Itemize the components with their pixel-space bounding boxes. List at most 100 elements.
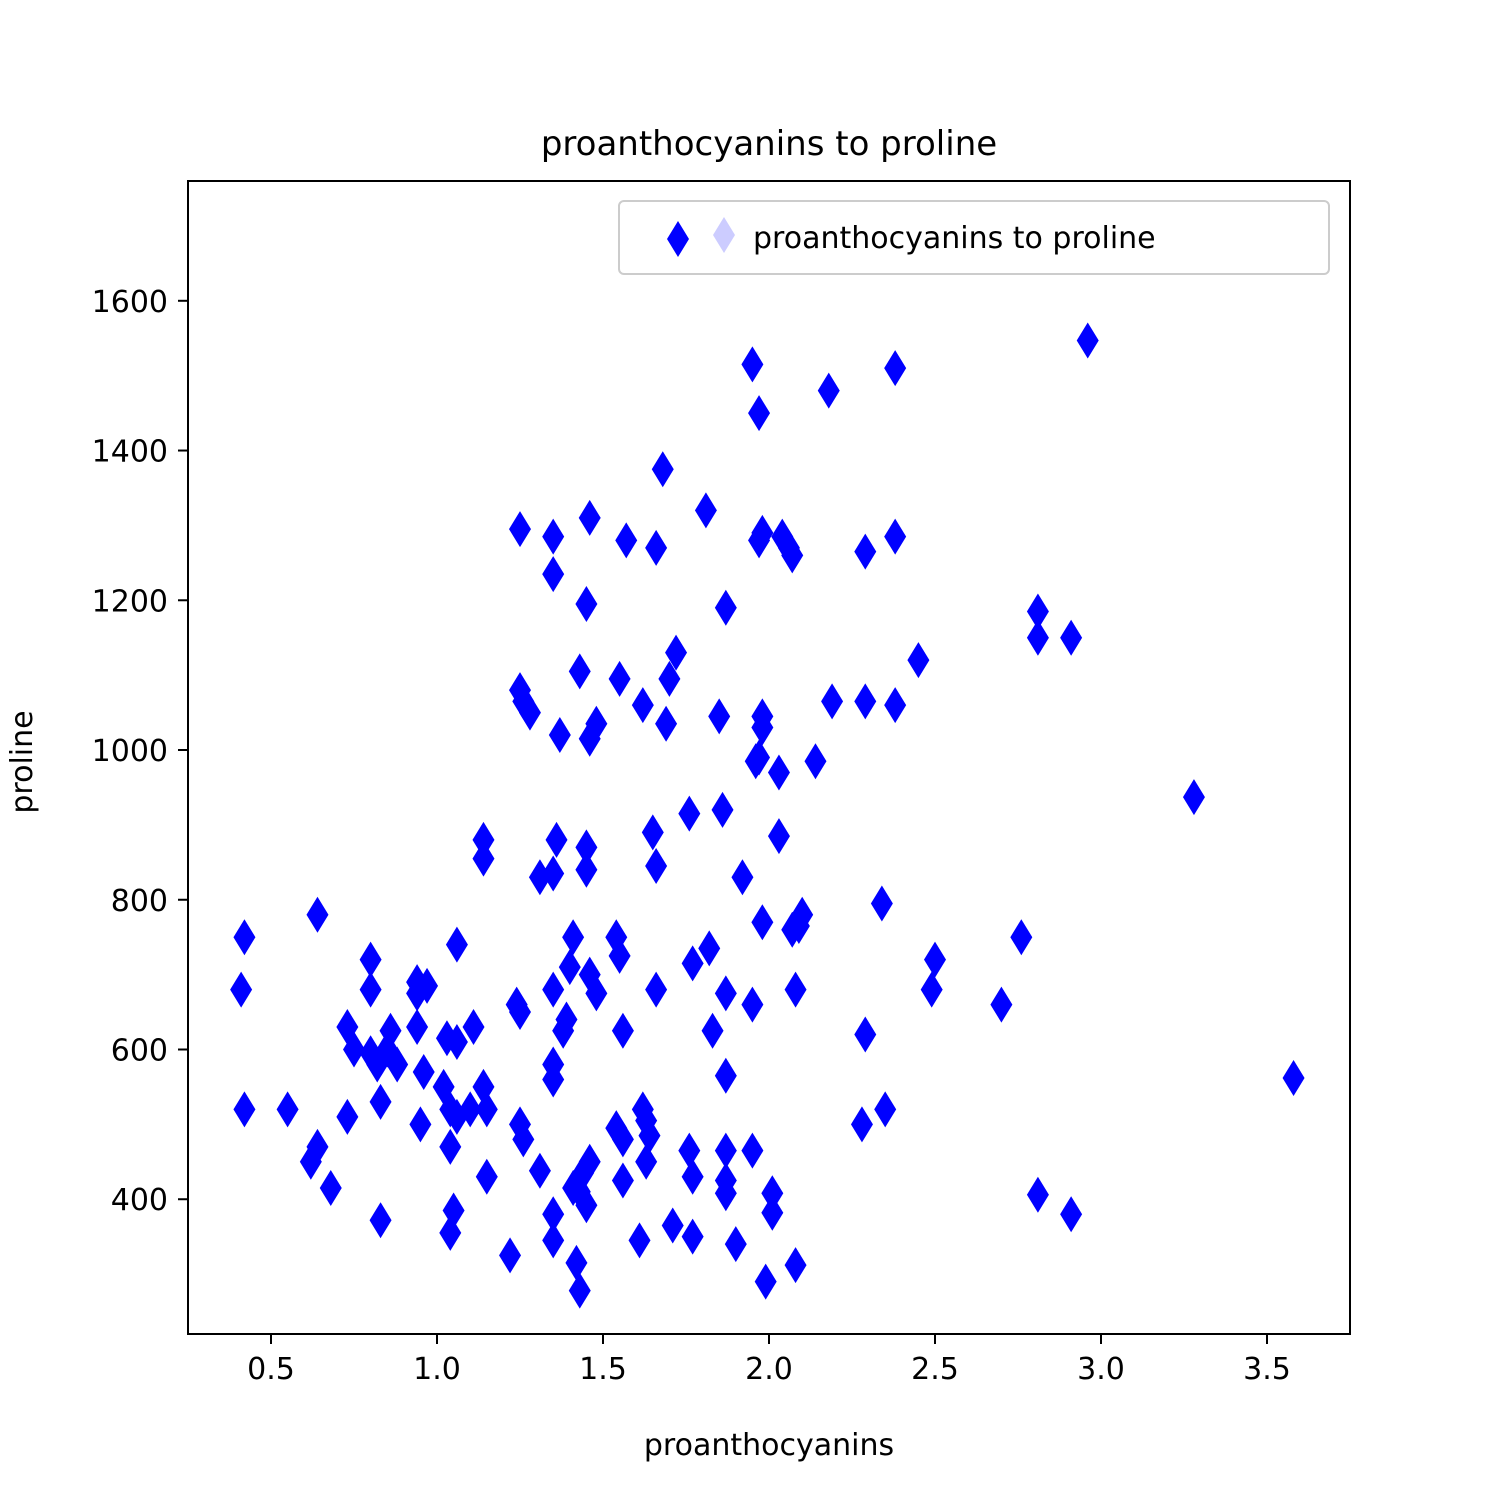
data-point: [542, 1222, 565, 1259]
data-point: [306, 896, 329, 933]
data-point: [230, 971, 253, 1008]
data-point: [1026, 619, 1049, 656]
data-point: [611, 1162, 634, 1199]
legend: proanthocyanins to proline: [618, 200, 1330, 275]
data-point: [608, 937, 631, 974]
data-point: [694, 492, 717, 529]
data-point: [661, 1207, 684, 1244]
data-point: [784, 1247, 807, 1284]
data-point: [575, 851, 598, 888]
data-point: [459, 1091, 482, 1128]
data-point: [665, 634, 688, 671]
data-point: [907, 642, 930, 679]
data-point: [681, 945, 704, 982]
data-point: [767, 818, 790, 855]
data-point: [990, 986, 1013, 1023]
data-point: [615, 522, 638, 559]
data-point: [555, 1001, 578, 1038]
data-point: [548, 717, 571, 754]
y-tick-label: 1000: [92, 734, 168, 769]
data-point: [509, 994, 531, 1031]
x-tick-label: 0.5: [247, 1352, 295, 1387]
data-point: [1026, 1176, 1049, 1213]
data-point: [409, 1106, 432, 1143]
chart-title: proanthocyanins to proline: [541, 124, 997, 164]
data-point: [445, 1024, 468, 1061]
data-point: [741, 346, 764, 383]
data-point: [1010, 919, 1033, 956]
data-point: [678, 1132, 701, 1169]
data-point: [741, 1132, 764, 1169]
data-point: [817, 372, 840, 409]
data-point: [585, 975, 608, 1012]
data-point: [761, 1194, 784, 1231]
data-point: [635, 1143, 658, 1180]
data-point: [741, 986, 764, 1023]
data-point: [343, 1031, 365, 1068]
data-point: [445, 926, 468, 963]
data-point: [874, 1091, 897, 1128]
data-point: [416, 967, 439, 1004]
data-point: [678, 795, 701, 832]
data-point: [472, 821, 495, 858]
data-point: [542, 971, 565, 1008]
data-point: [509, 511, 531, 548]
data-point: [924, 941, 946, 978]
data-point: [711, 791, 734, 828]
data-point: [781, 537, 804, 574]
data-point: [542, 518, 565, 555]
data-point: [319, 1170, 342, 1207]
data-point: [767, 754, 790, 791]
data-point: [884, 350, 907, 387]
data-point: [359, 971, 382, 1008]
y-axis-label: proline: [5, 710, 40, 813]
data-point: [748, 739, 771, 776]
legend-label: proanthocyanins to proline: [753, 221, 1156, 256]
data-point: [854, 683, 877, 720]
data-point: [655, 705, 678, 742]
legend-marker: [667, 221, 689, 257]
data-point: [475, 1091, 498, 1128]
data-point: [821, 683, 844, 720]
x-tick-label: 3.0: [1077, 1352, 1125, 1387]
data-point: [870, 885, 893, 922]
y-tick-label: 1400: [92, 435, 168, 470]
data-point: [724, 1226, 747, 1263]
data-point: [748, 395, 771, 432]
data-point: [336, 1098, 359, 1135]
data-point: [233, 1091, 256, 1128]
data-point: [714, 1057, 737, 1094]
data-point: [542, 855, 565, 892]
data-point: [791, 896, 814, 933]
data-point: [518, 694, 541, 731]
data-point: [578, 499, 601, 536]
data-point: [545, 821, 568, 858]
data-point: [714, 1132, 737, 1169]
y-tick-label: 600: [111, 1033, 168, 1068]
data-point: [512, 1121, 535, 1158]
data-point: [645, 848, 668, 885]
data-point: [369, 1083, 392, 1120]
data-point: [651, 451, 674, 488]
y-tick-label: 1200: [92, 584, 168, 619]
data-point: [751, 709, 774, 746]
data-point: [542, 1061, 565, 1098]
data-point: [379, 1012, 402, 1049]
data-point: [645, 529, 668, 566]
data-point: [562, 919, 585, 956]
data-point: [714, 975, 737, 1012]
data-point: [850, 1106, 873, 1143]
data-point: [731, 859, 754, 896]
data-point: [681, 1218, 704, 1255]
data-point: [306, 1128, 329, 1165]
x-tick-label: 3.5: [1243, 1352, 1291, 1387]
data-point: [754, 1263, 777, 1300]
data-point: [568, 653, 591, 690]
plot-area-frame: [187, 180, 1351, 1335]
data-point: [528, 1152, 551, 1189]
data-point: [578, 1143, 601, 1180]
axis-ticks: 0.5 1.0 1.5 2.0 2.5 3.0 3.5 400 600 800 1000 1200 14…: [92, 285, 1291, 1387]
legend-marker-faded: [713, 217, 735, 253]
data-point: [751, 514, 774, 551]
